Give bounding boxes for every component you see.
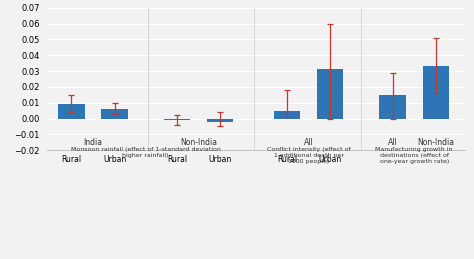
Text: Non-India: Non-India xyxy=(180,138,217,147)
Bar xyxy=(422,66,449,119)
Text: Manufacturing growth in
destinations (effect of
one-year growth rate): Manufacturing growth in destinations (ef… xyxy=(375,147,453,164)
Bar xyxy=(274,111,301,119)
Bar xyxy=(101,109,128,119)
Bar xyxy=(58,104,84,119)
Text: All: All xyxy=(388,138,398,147)
Text: All: All xyxy=(304,138,314,147)
Text: Non-India: Non-India xyxy=(417,138,454,147)
Bar xyxy=(317,69,344,119)
Bar xyxy=(207,119,233,122)
Bar xyxy=(164,119,190,120)
Text: Conflict intensity (effect of
1 additional death per
1000 people): Conflict intensity (effect of 1 addition… xyxy=(267,147,350,164)
Text: Monsoon rainfall (effect of 1-standard deviation
higher rainfall): Monsoon rainfall (effect of 1-standard d… xyxy=(71,147,220,158)
Text: India: India xyxy=(83,138,102,147)
Bar xyxy=(379,95,406,119)
